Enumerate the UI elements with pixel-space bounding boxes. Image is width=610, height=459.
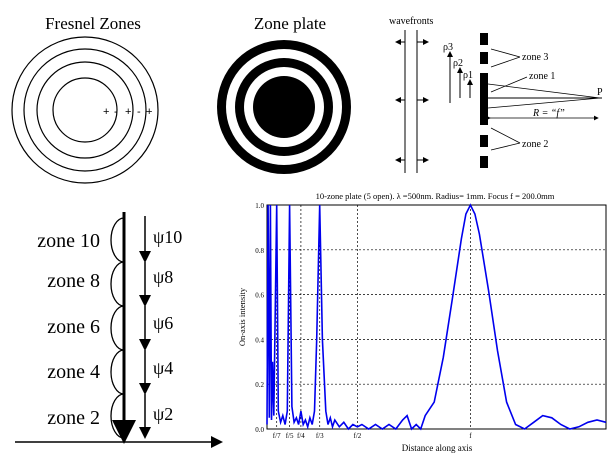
psi-label: ψ10	[153, 227, 182, 247]
intensity-series-line	[266, 203, 607, 431]
distance-label: R = “f”	[532, 108, 565, 119]
intensity-chart-panel: 10-zone plate (5 open). λ =500nm. Radius…	[237, 191, 607, 453]
zone1-label: zone 1	[529, 71, 555, 82]
zone-label: zone 8	[47, 270, 100, 292]
psi-label: ψ6	[153, 313, 173, 333]
fresnel-sign: +	[125, 106, 131, 118]
fresnel-ring	[11, 36, 159, 184]
rho2-label: ρ2	[453, 58, 463, 69]
phasor-diagram-panel: zone 10 ψ10 zone 8 ψ8 zone 6 ψ6 zone 4 ψ4 zone 2…	[15, 212, 223, 448]
zone2-pointer	[490, 142, 521, 151]
zone-plate-edge-block	[480, 73, 488, 125]
y-tick-label: 0.6	[255, 292, 264, 300]
fresnel-ring	[52, 77, 118, 143]
zone2-label: zone 2	[522, 139, 548, 150]
point-p-label: P	[597, 87, 603, 98]
x-tick-label: f/5	[286, 432, 294, 440]
zone-label: zone 4	[47, 361, 100, 383]
zone-plate-edge-block	[480, 135, 488, 147]
x-tick-label: f/7	[273, 432, 281, 440]
fresnel-sign: +	[103, 106, 109, 118]
zone-arc	[110, 261, 125, 307]
zone-plate-edge-block	[480, 52, 488, 64]
psi-label: ψ2	[153, 404, 173, 424]
psi-label: ψ4	[153, 358, 173, 378]
chart-title: 10-zone plate (5 open). λ =500nm. Radius…	[316, 191, 555, 201]
y-tick-label: 0.4	[255, 336, 264, 344]
zone3-pointer	[490, 48, 521, 58]
zone-arc	[110, 305, 125, 351]
fresnel-sign: +	[146, 106, 152, 118]
zone3-label: zone 3	[522, 52, 548, 63]
x-tick-label: f/2	[354, 432, 362, 440]
x-tick-label: f/3	[316, 432, 324, 440]
wavefronts-label: wavefronts	[389, 16, 434, 27]
zone-label: zone 10	[37, 230, 100, 252]
fresnel-ring	[36, 61, 134, 159]
zone2-pointer	[490, 127, 521, 144]
ray-to-p	[487, 97, 601, 109]
zone-label: zone 2	[47, 407, 100, 429]
y-tick-label: 0.2	[255, 381, 264, 389]
fresnel-zones-panel: Fresnel Zones + - + - +	[11, 14, 159, 184]
psi-label: ψ8	[153, 267, 173, 287]
x-tick-layer: f/7 f/5 f/4 f/3 f/2 f	[273, 432, 472, 440]
rho3-label: ρ3	[443, 42, 453, 53]
zone-plate-edge-block	[480, 156, 488, 168]
y-tick-label: 0.0	[255, 426, 264, 434]
rho1-label: ρ1	[463, 70, 473, 81]
x-tick-label: f/4	[297, 432, 305, 440]
x-tick-label: f	[469, 432, 472, 440]
y-axis-label: On-axis intensity	[237, 287, 247, 346]
x-axis-label: Distance along axis	[402, 443, 473, 453]
y-tick-label: 1.0	[255, 202, 264, 210]
y-tick-label: 0.8	[255, 247, 264, 255]
zone3-pointer	[490, 56, 521, 68]
wavefront-diagram-panel: wavefronts ρ3 ρ2 ρ1 zone 3 zone 1 zone 2	[389, 16, 603, 173]
fresnel-sign: -	[114, 106, 118, 118]
zone-plate-center	[253, 76, 315, 138]
zone-arc	[110, 393, 125, 439]
ray-to-p	[487, 83, 601, 99]
fresnel-ring	[23, 48, 147, 172]
y-tick-layer: 0.0 0.2 0.4 0.6 0.8 1.0	[255, 202, 264, 434]
zone-plate-edge-block	[480, 33, 488, 45]
zone-plate-title: Zone plate	[254, 14, 326, 33]
zone1-pointer	[490, 76, 528, 93]
zone-plate-panel: Zone plate	[217, 14, 351, 174]
fresnel-sign: -	[137, 106, 141, 118]
zone-arc	[110, 349, 125, 395]
zone-label: zone 6	[47, 316, 100, 338]
zone-arc	[110, 217, 125, 263]
fresnel-title: Fresnel Zones	[45, 14, 141, 33]
